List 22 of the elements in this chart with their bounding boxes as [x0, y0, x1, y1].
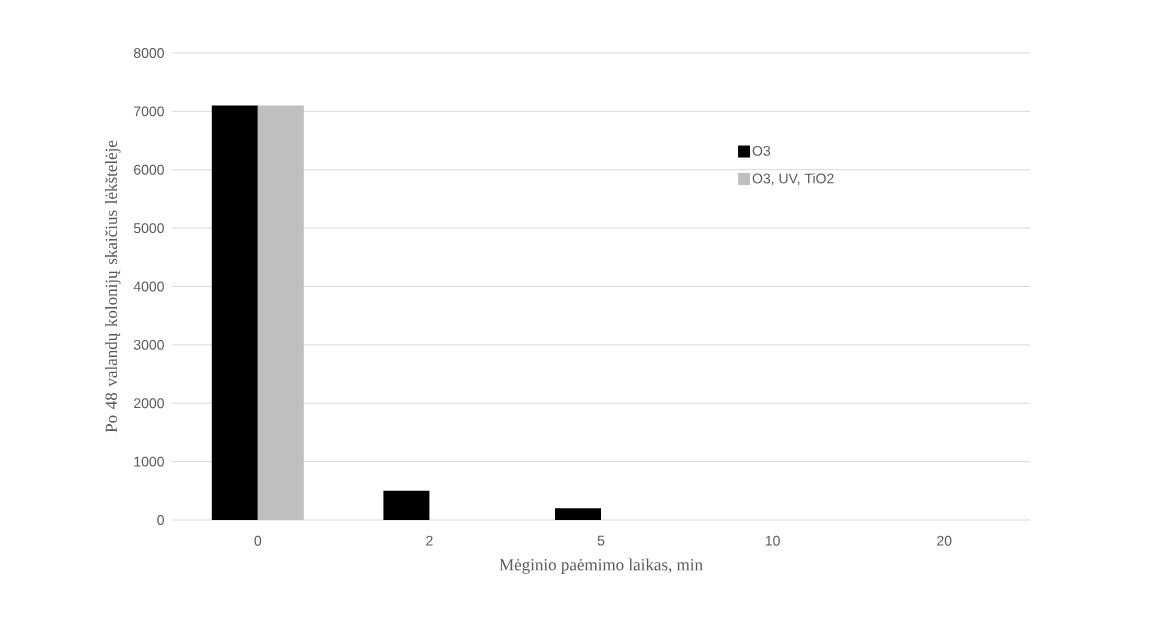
y-tick-label: 7000 [134, 106, 164, 117]
y-tick-label: 2000 [134, 398, 164, 409]
y-tick-label: 5000 [133, 223, 164, 234]
x-tick-label: 2 [426, 535, 433, 546]
bar [383, 490, 430, 520]
y-tick-label: 0 [157, 515, 164, 525]
bar [257, 105, 304, 520]
x-tick-label: 5 [597, 535, 605, 546]
x-tick-label: 0 [254, 535, 262, 546]
y-tick-label: 8000 [133, 48, 164, 58]
y-axis-title: Po 48 valandų kolonijų skaičius lėkštelėje [105, 140, 121, 433]
legend-label: O3 [752, 145, 771, 156]
legend-label: O3, UV, TiO2 [752, 173, 834, 186]
y-tick-label: 3000 [133, 339, 164, 350]
bar [211, 105, 258, 520]
y-tick-label: 4000 [133, 281, 164, 292]
x-tick-label: 20 [937, 535, 952, 546]
bar [555, 508, 602, 520]
x-axis-title: Mėginio paėmimo laikas, min [499, 558, 703, 574]
x-tick-label: 10 [765, 535, 780, 546]
y-tick-label: 1000 [134, 456, 164, 467]
y-tick-label: 6000 [134, 164, 164, 175]
